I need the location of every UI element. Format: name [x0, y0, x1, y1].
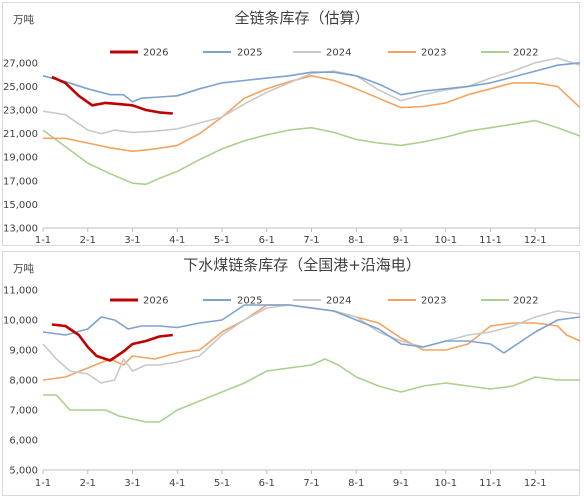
legend-label-2024: 2024: [326, 48, 351, 59]
chart-svg: 全链条库存（估算） 万吨 13,000 15,000 17,000 19,000 21,00…: [3, 9, 581, 246]
x-tick-label: 4-1: [169, 478, 185, 489]
legend-label-2026: 2026: [143, 48, 168, 59]
series-line-2026: [51, 75, 173, 115]
y-tick-label: 21,000: [3, 129, 38, 140]
legend-label-2026: 2026: [143, 296, 168, 307]
series-line-2025: [42, 62, 581, 103]
series-line-2022: [43, 358, 580, 423]
series-line-2022: [42, 119, 581, 186]
x-tick-label: 6-1: [259, 235, 275, 246]
y-unit-label: 万吨: [13, 262, 34, 275]
x-tick-label: 1-1: [35, 235, 51, 246]
x-tick-label: 11-1: [479, 235, 502, 246]
x-tick-label: 12-1: [524, 235, 547, 246]
y-unit-label: 万吨: [13, 13, 34, 26]
y-tick-label: 9,000: [9, 346, 38, 357]
x-tick-label: 7-1: [303, 478, 319, 489]
x-tick-label: 9-1: [393, 478, 409, 489]
y-tick-label: 23,000: [3, 106, 38, 117]
chart-title: 全链条库存（估算）: [234, 9, 369, 27]
y-tick-label: 13,000: [3, 224, 38, 235]
x-tick-label: 3-1: [124, 235, 140, 246]
legend-label-2022: 2022: [513, 48, 538, 59]
y-tick-label: 15,000: [3, 200, 38, 211]
y-tick-label: 6,000: [9, 436, 38, 447]
series-line-2026: [51, 323, 173, 362]
x-tick-label: 11-1: [479, 478, 502, 489]
chart-svg: 下水煤链条库存（全国港+沿海电） 万吨 5,000 6,000 7,000 8,000 9,…: [3, 256, 581, 489]
x-tick-label: 12-1: [524, 478, 547, 489]
x-tick-label: 9-1: [393, 235, 409, 246]
x-tick-label: 2-1: [80, 478, 96, 489]
legend-label-2025: 2025: [237, 296, 262, 307]
x-tick-label: 2-1: [80, 235, 96, 246]
legend-label-2024: 2024: [326, 296, 351, 307]
series-line-2023: [42, 304, 581, 381]
x-tick-label: 3-1: [124, 478, 140, 489]
y-tick-label: 19,000: [3, 153, 38, 164]
y-tick-label: 5,000: [9, 466, 38, 477]
y-tick-label: 27,000: [3, 58, 38, 69]
x-tick-label: 5-1: [214, 235, 230, 246]
series-line-2024: [42, 57, 581, 135]
y-tick-label: 10,000: [3, 316, 38, 327]
y-tick-label: 17,000: [3, 176, 38, 187]
y-tick-label: 8,000: [9, 376, 38, 387]
series-line-2023: [43, 75, 581, 153]
x-tick-label: 8-1: [348, 478, 364, 489]
chart-panel-total-chain: 全链条库存（估算） 万吨 13,000 15,000 17,000 19,000 21,00…: [2, 2, 581, 246]
x-tick-label: 10-1: [434, 235, 457, 246]
legend-label-2025: 2025: [237, 48, 262, 59]
x-tick-label: 5-1: [214, 478, 230, 489]
x-tick-label: 1-1: [35, 478, 51, 489]
y-tick-label: 7,000: [9, 406, 38, 417]
x-tick-label: 10-1: [434, 478, 457, 489]
x-tick-label: 8-1: [348, 235, 364, 246]
x-tick-label: 6-1: [259, 478, 275, 489]
y-tick-label: 25,000: [3, 82, 38, 93]
series-line-2025: [42, 304, 581, 354]
x-tick-label: 4-1: [169, 235, 185, 246]
legend-label-2022: 2022: [513, 296, 538, 307]
legend-label-2023: 2023: [421, 48, 446, 59]
x-tick-label: 7-1: [303, 235, 319, 246]
legend-label-2023: 2023: [421, 296, 446, 307]
chart-panel-seaborne-chain: 下水煤链条库存（全国港+沿海电） 万吨 5,000 6,000 7,000 8,000 9,…: [2, 251, 581, 496]
series-line-2024: [42, 304, 581, 384]
chart-title: 下水煤链条库存（全国港+沿海电）: [183, 256, 421, 274]
y-tick-label: 11,000: [3, 286, 38, 297]
